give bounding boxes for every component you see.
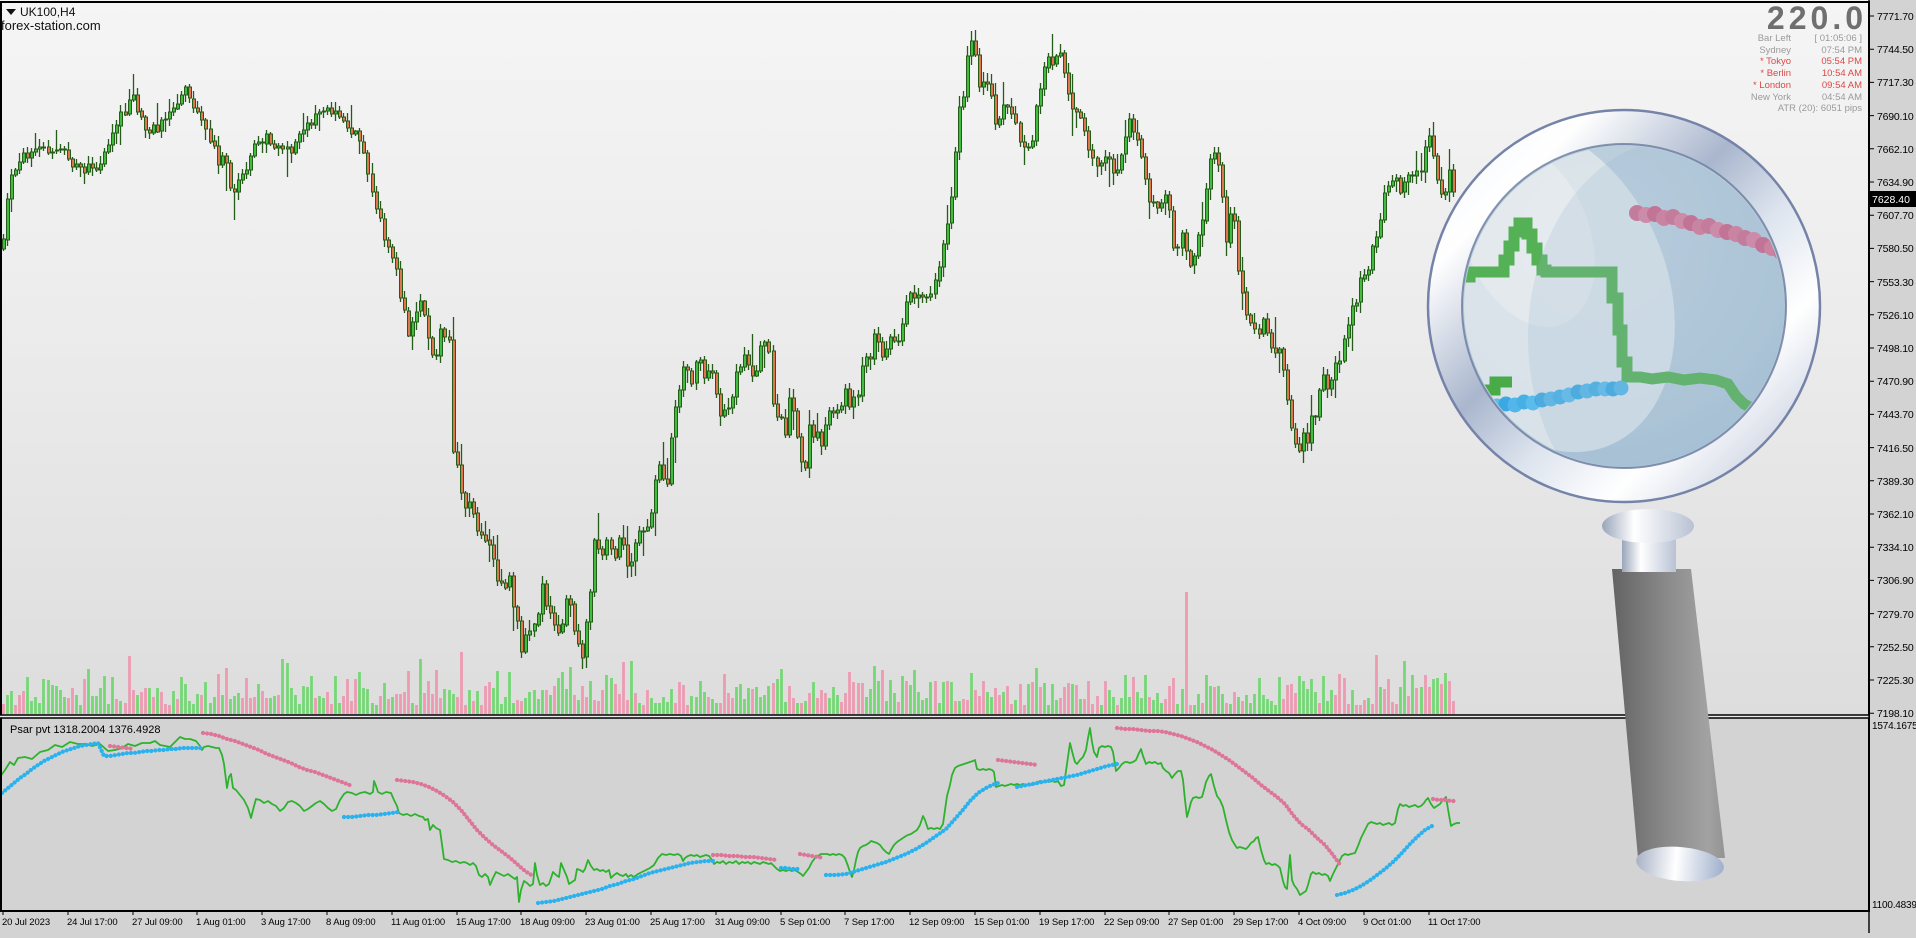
svg-text:22 Sep 09:00: 22 Sep 09:00 (1104, 917, 1159, 928)
svg-text:24 Jul 17:00: 24 Jul 17:00 (67, 917, 118, 928)
svg-text:09:54 AM: 09:54 AM (1822, 80, 1862, 91)
svg-text:Sydney: Sydney (1759, 45, 1791, 56)
svg-text:1100.4839: 1100.4839 (1872, 900, 1916, 911)
svg-text:7628.40: 7628.40 (1872, 194, 1910, 206)
svg-text:Bar Left: Bar Left (1758, 33, 1792, 44)
svg-text:* London: * London (1753, 80, 1791, 91)
svg-text:7198.10: 7198.10 (1877, 708, 1914, 720)
svg-text:3 Aug 17:00: 3 Aug 17:00 (261, 917, 311, 928)
svg-text:7389.30: 7389.30 (1877, 476, 1914, 488)
svg-text:11 Oct 17:00: 11 Oct 17:00 (1428, 917, 1481, 928)
svg-text:7252.50: 7252.50 (1877, 642, 1914, 654)
svg-text:[ 01:05:06 ]: [ 01:05:06 ] (1814, 33, 1862, 44)
svg-text:* Berlin: * Berlin (1760, 68, 1791, 79)
svg-text:15 Aug 17:00: 15 Aug 17:00 (456, 917, 511, 928)
svg-text:31 Aug 09:00: 31 Aug 09:00 (715, 917, 770, 928)
svg-text:15 Sep 01:00: 15 Sep 01:00 (974, 917, 1029, 928)
svg-text:12 Sep 09:00: 12 Sep 09:00 (909, 917, 964, 928)
svg-text:7580.50: 7580.50 (1877, 243, 1914, 255)
svg-text:29 Sep 17:00: 29 Sep 17:00 (1233, 917, 1288, 928)
svg-text:7306.90: 7306.90 (1877, 575, 1914, 587)
svg-text:04:54 AM: 04:54 AM (1822, 92, 1862, 103)
svg-text:1 Aug 01:00: 1 Aug 01:00 (196, 917, 246, 928)
svg-text:7334.10: 7334.10 (1877, 542, 1914, 554)
svg-text:* Tokyo: * Tokyo (1760, 56, 1791, 67)
svg-text:25 Aug 17:00: 25 Aug 17:00 (650, 917, 705, 928)
svg-text:7717.30: 7717.30 (1877, 77, 1914, 89)
svg-text:18 Aug 09:00: 18 Aug 09:00 (520, 917, 575, 928)
svg-text:7634.90: 7634.90 (1877, 177, 1914, 189)
svg-text:8 Aug 09:00: 8 Aug 09:00 (326, 917, 376, 928)
svg-text:7443.70: 7443.70 (1877, 409, 1914, 421)
svg-text:7416.50: 7416.50 (1877, 443, 1914, 455)
svg-text:20 Jul 2023: 20 Jul 2023 (2, 917, 50, 928)
svg-text:5 Sep 01:00: 5 Sep 01:00 (780, 917, 830, 928)
svg-text:7607.70: 7607.70 (1877, 210, 1914, 222)
svg-text:7553.30: 7553.30 (1877, 277, 1914, 289)
svg-text:New York: New York (1751, 92, 1791, 103)
svg-text:220.0: 220.0 (1767, 0, 1867, 36)
svg-text:ATR (20): 6051 pips: ATR (20): 6051 pips (1778, 103, 1863, 114)
svg-text:23 Aug 01:00: 23 Aug 01:00 (585, 917, 640, 928)
svg-text:07:54 PM: 07:54 PM (1821, 45, 1862, 56)
svg-text:7 Sep 17:00: 7 Sep 17:00 (844, 917, 894, 928)
svg-text:27 Jul 09:00: 27 Jul 09:00 (132, 917, 183, 928)
svg-text:05:54 PM: 05:54 PM (1821, 56, 1862, 67)
svg-text:7470.90: 7470.90 (1877, 376, 1914, 388)
svg-text:7498.10: 7498.10 (1877, 343, 1914, 355)
svg-text:7362.10: 7362.10 (1877, 509, 1914, 521)
svg-text:7744.50: 7744.50 (1877, 44, 1914, 56)
svg-text:1574.1675: 1574.1675 (1872, 721, 1916, 732)
svg-text:10:54 AM: 10:54 AM (1822, 68, 1862, 79)
svg-text:7279.70: 7279.70 (1877, 609, 1914, 621)
svg-text:4 Oct 09:00: 4 Oct 09:00 (1298, 917, 1346, 928)
svg-text:7526.10: 7526.10 (1877, 310, 1914, 322)
svg-text:11 Aug 01:00: 11 Aug 01:00 (391, 917, 445, 928)
svg-text:7662.10: 7662.10 (1877, 144, 1914, 156)
svg-text:7225.30: 7225.30 (1877, 675, 1914, 687)
svg-text:7771.70: 7771.70 (1877, 11, 1914, 23)
svg-text:Psar pvt 1318.2004 1376.4928: Psar pvt 1318.2004 1376.4928 (10, 724, 160, 736)
svg-text:9 Oct 01:00: 9 Oct 01:00 (1363, 917, 1411, 928)
svg-text:UK100,H4: UK100,H4 (20, 5, 76, 19)
svg-text:forex-station.com: forex-station.com (1, 18, 101, 33)
svg-text:27 Sep 01:00: 27 Sep 01:00 (1168, 917, 1223, 928)
svg-text:19 Sep 17:00: 19 Sep 17:00 (1039, 917, 1094, 928)
svg-text:7690.10: 7690.10 (1877, 111, 1914, 123)
